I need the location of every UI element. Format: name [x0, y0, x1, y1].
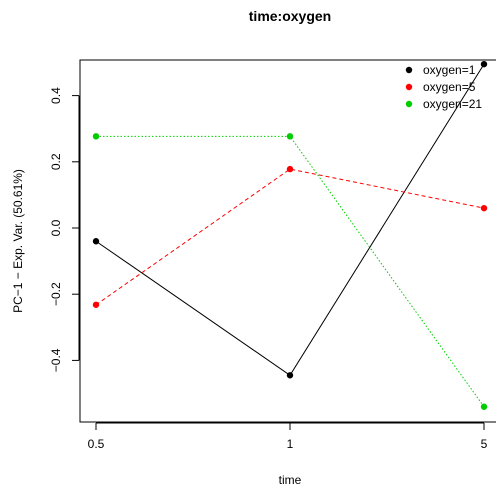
legend-label: oxygen=21	[423, 97, 482, 111]
data-point	[480, 204, 488, 212]
y-tick-label: 0.2	[49, 153, 63, 170]
legend-label: oxygen=5	[423, 80, 476, 94]
legend-label: oxygen=1	[423, 63, 476, 77]
legend: oxygen=1 oxygen=5 oxygen=21	[405, 63, 482, 111]
data-point	[92, 238, 100, 245]
y-axis: −0.4 −0.2 0.0 0.2 0.4	[49, 87, 80, 372]
data-point	[480, 403, 488, 410]
legend-marker	[405, 100, 413, 108]
series-line	[95, 168, 485, 306]
y-tick-label: −0.2	[49, 282, 63, 306]
data-point	[286, 133, 294, 140]
y-tick-label: −0.4	[49, 348, 63, 372]
y-axis-label: PC−1 − Exp. Var. (50.61%)	[11, 169, 25, 313]
series-oxygen-1	[92, 60, 488, 379]
legend-marker	[405, 66, 413, 74]
legend-marker	[405, 83, 413, 91]
y-tick-label: 0.4	[49, 87, 63, 104]
plot-area-border	[79, 59, 496, 423]
data-point	[92, 301, 100, 308]
series-layer	[92, 60, 488, 410]
chart-title: time:oxygen	[249, 8, 331, 24]
data-point	[92, 133, 100, 140]
data-point	[480, 60, 488, 68]
x-tick-label: 1	[287, 437, 294, 451]
data-point	[286, 165, 294, 173]
data-point	[286, 372, 294, 379]
x-axis: 0.5 1 5	[88, 422, 488, 451]
x-tick-label: 5	[481, 437, 488, 451]
x-tick-label: 0.5	[88, 437, 105, 451]
series-oxygen-5	[92, 165, 488, 308]
series-oxygen-21	[92, 133, 488, 410]
y-tick-label: 0.0	[49, 219, 63, 236]
series-line	[96, 135, 485, 408]
x-axis-label: time	[279, 473, 302, 487]
